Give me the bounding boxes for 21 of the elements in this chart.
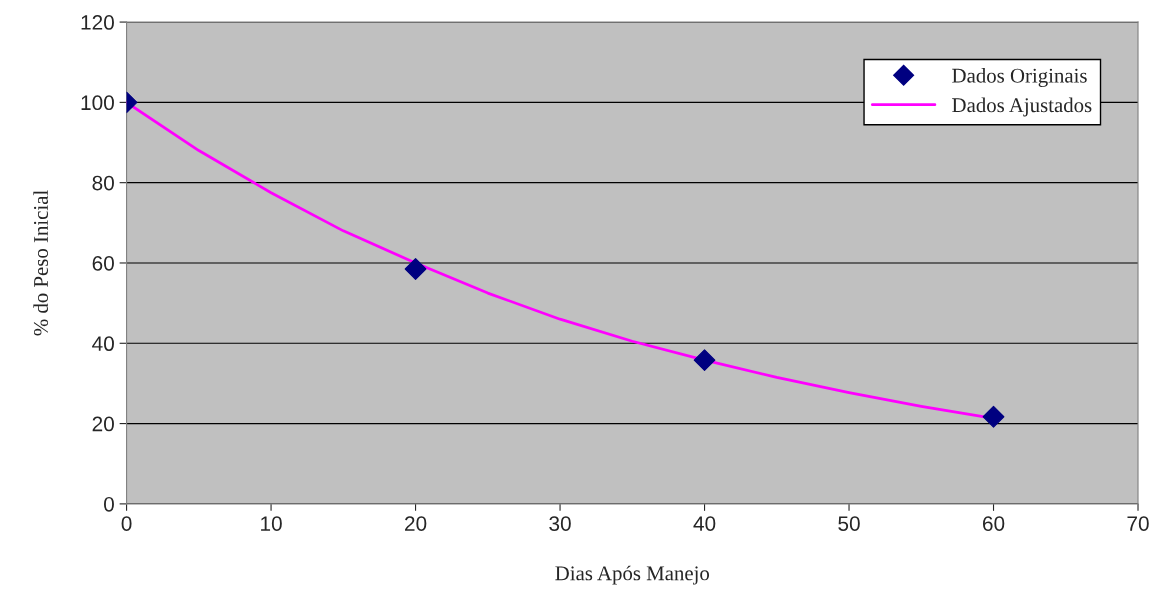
y-axis-title: % do Peso Inicial	[33, 190, 49, 336]
y-tick-label: 120	[81, 15, 114, 30]
legend-label: Dados Originais	[952, 68, 1087, 87]
point	[693, 349, 716, 372]
legend-label: Dados Ajustados	[952, 97, 1092, 117]
x-tick-label: 40	[693, 516, 716, 531]
x-tick-label: 60	[982, 516, 1005, 531]
point	[982, 405, 1005, 428]
y-tick-label: 60	[92, 255, 114, 271]
y-tick-label: 100	[81, 95, 114, 111]
x-tick-label: 50	[838, 516, 860, 531]
y-tick-label: 40	[92, 336, 114, 352]
x-axis-title: Dias Após Manejo	[555, 565, 710, 585]
x-tick-label: 30	[549, 516, 571, 531]
x-tick-label: 10	[261, 516, 282, 531]
x-tick-label: 0	[121, 516, 132, 531]
x-tick-label: 20	[405, 516, 427, 531]
x-tick-label: 70	[1127, 516, 1149, 531]
y-tick-label: 0	[104, 496, 114, 512]
y-tick-label: 20	[92, 416, 114, 432]
y-tick-label: 80	[92, 175, 114, 191]
